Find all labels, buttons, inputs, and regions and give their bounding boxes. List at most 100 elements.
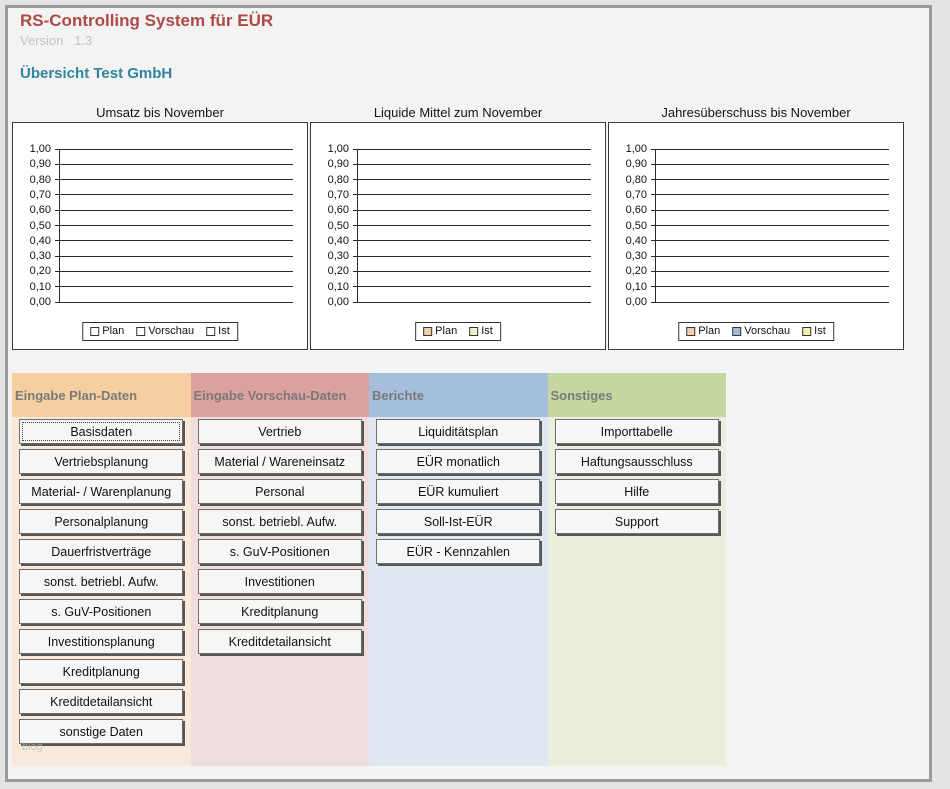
section-body-sonstiges: Importtabelle Haftungsausschluss Hilfe Supp… — [547, 417, 726, 766]
legend-item-plan: Plan — [423, 325, 457, 337]
chart-plot-area: 1,00 0,90 0,80 0,70 0,60 0,50 0,40 0,30 0,20 0,10… — [311, 123, 605, 349]
button-personal[interactable]: Personal — [197, 479, 362, 504]
y-tick-label: 0,30 — [327, 250, 349, 263]
section-header-berichte: Berichte — [369, 373, 548, 417]
button-kreditplanung[interactable]: Kreditplanung — [19, 659, 184, 684]
button-importtabelle[interactable]: Importtabelle — [554, 419, 719, 444]
section-header-sonstiges: Sonstiges — [547, 373, 726, 417]
chart-jahresueberschuss: Jahresüberschuss bis November 1,00 0,90 0,… — [608, 105, 904, 350]
legend-item-vorschau: Vorschau — [136, 325, 194, 337]
button-hilfe[interactable]: Hilfe — [554, 479, 719, 504]
y-tick-label: 0,30 — [29, 250, 51, 263]
chart-title-jahresueberschuss: Jahresüberschuss bis November — [661, 105, 851, 120]
y-tick-label: 0,40 — [327, 234, 349, 247]
gridline — [651, 225, 889, 226]
y-tick-label: 0,00 — [327, 296, 349, 308]
button-investitionen[interactable]: Investitionen — [197, 569, 362, 594]
gridline — [353, 179, 591, 181]
y-tick-label: 0,60 — [327, 204, 349, 217]
y-tick-label: 0,10 — [327, 280, 349, 293]
gridline — [651, 148, 889, 150]
y-tick-label: 1,00 — [327, 143, 349, 155]
company-overview-title: Übersicht Test GmbH — [20, 65, 173, 82]
chart-legend: Plan Ist — [415, 322, 501, 341]
legend-swatch-plan — [90, 326, 100, 336]
button-euer-kumuliert[interactable]: EÜR kumuliert — [376, 479, 541, 504]
button-investitionsplanung[interactable]: Investitionsplanung — [19, 629, 184, 654]
button-s-guv-positionen[interactable]: s. GuV-Positionen — [19, 599, 184, 624]
gridline — [353, 163, 591, 165]
legend-label-ist: Ist — [481, 325, 493, 337]
legend-swatch-ist — [206, 326, 216, 336]
version-label: Version 1.3 — [20, 33, 93, 48]
button-dauerfristvertraege[interactable]: Dauerfristverträge — [19, 539, 184, 564]
legend-swatch-plan — [423, 326, 433, 336]
button-kreditplanung[interactable]: Kreditplanung — [197, 599, 362, 624]
y-tick-label: 0,80 — [625, 173, 647, 186]
y-tick-label: 0,70 — [29, 188, 51, 201]
gridline — [651, 286, 889, 288]
button-soll-ist-euer[interactable]: Soll-Ist-EÜR — [376, 509, 541, 534]
app-title: RS-Controlling System für EÜR — [20, 11, 274, 30]
button-vertrieb[interactable]: Vertrieb — [197, 419, 362, 444]
gridline — [651, 270, 889, 272]
gridline — [651, 301, 889, 303]
section-eingabe-plan-daten: Eingabe Plan-Daten Basisdaten Vertriebspl… — [12, 373, 191, 766]
button-sonst-betriebl-aufw[interactable]: sonst. betriebl. Aufw. — [197, 509, 362, 534]
legend-label-plan: Plan — [102, 325, 125, 337]
gridline — [353, 270, 591, 272]
y-tick-label: 0,10 — [625, 280, 647, 293]
y-tick-label: 0,70 — [327, 188, 349, 201]
section-sonstiges: Sonstiges Importtabelle Haftungsausschlus… — [547, 373, 726, 766]
legend-swatch-ist — [802, 326, 812, 336]
button-liquiditaetsplan[interactable]: Liquiditätsplan — [376, 419, 541, 444]
section-body-eingabe-vorschau-daten: Vertrieb Material / Wareneinsatz Personal s… — [190, 417, 369, 766]
button-sonst-betriebl-aufw[interactable]: sonst. betriebl. Aufw. — [19, 569, 184, 594]
legend-label-vorschau: Vorschau — [148, 325, 195, 337]
button-euer-kennzahlen[interactable]: EÜR - Kennzahlen — [376, 539, 541, 564]
button-euer-monatlich[interactable]: EÜR monatlich — [376, 449, 541, 474]
chart-umsatz: Umsatz bis November 1,00 0,90 0,80 0,70 0,60… — [12, 105, 308, 350]
gridline — [353, 209, 591, 211]
app-window: RS-Controlling System für EÜR Version 1.… — [5, 5, 932, 782]
button-kreditdetailansicht[interactable]: Kreditdetailansicht — [197, 629, 362, 654]
legend-item-ist: Ist — [469, 325, 493, 337]
y-tick-label: 0,90 — [29, 158, 51, 171]
y-tick-label: 1,00 — [29, 143, 51, 155]
legend-item-ist: Ist — [206, 325, 230, 337]
gridline — [651, 194, 889, 196]
gridline — [353, 240, 591, 242]
button-haftungsausschluss[interactable]: Haftungsausschluss — [554, 449, 719, 474]
y-tick-label: 0,20 — [327, 265, 349, 278]
button-material-wareneinsatz[interactable]: Material / Wareneinsatz — [197, 449, 362, 474]
y-tick-label: 0,60 — [29, 204, 51, 217]
button-kreditdetailansicht[interactable]: Kreditdetailansicht — [19, 689, 184, 714]
button-vertriebsplanung[interactable]: Vertriebsplanung — [19, 449, 184, 474]
button-basisdaten[interactable]: Basisdaten — [19, 419, 184, 444]
y-tick-label: 0,60 — [625, 204, 647, 217]
button-sonstige-daten[interactable]: sonstige Daten — [19, 719, 184, 744]
section-body-berichte: Liquiditätsplan EÜR monatlich EÜR kumulier… — [369, 417, 548, 766]
legend-item-ist: Ist — [802, 325, 826, 337]
button-personalplanung[interactable]: Personalplanung — [19, 509, 184, 534]
legend-item-vorschau: Vorschau — [732, 325, 790, 337]
button-support[interactable]: Support — [554, 509, 719, 534]
chart-legend: Plan Vorschau Ist — [678, 322, 834, 341]
gridline — [55, 286, 293, 288]
y-tick-label: 0,90 — [327, 158, 349, 171]
section-eingabe-vorschau-daten: Eingabe Vorschau-Daten Vertrieb Material … — [190, 373, 369, 766]
gridline — [55, 148, 293, 150]
button-s-guv-positionen[interactable]: s. GuV-Positionen — [197, 539, 362, 564]
gridline — [353, 225, 591, 226]
gridline — [55, 270, 293, 272]
chart-title-umsatz: Umsatz bis November — [96, 105, 224, 120]
gridline — [55, 240, 293, 242]
chart-box-jahresueberschuss: 1,00 0,90 0,80 0,70 0,60 0,50 0,40 0,30 0,20 0,10… — [608, 122, 904, 350]
y-tick-label: 0,20 — [625, 265, 647, 278]
y-tick-label: 0,40 — [625, 234, 647, 247]
legend-item-plan: Plan — [686, 325, 720, 337]
legend-label-vorschau: Vorschau — [744, 325, 791, 337]
y-tick-label: 0,80 — [327, 173, 349, 186]
y-tick-label: 0,00 — [29, 296, 51, 308]
button-material-warenplanung[interactable]: Material- / Warenplanung — [19, 479, 184, 504]
